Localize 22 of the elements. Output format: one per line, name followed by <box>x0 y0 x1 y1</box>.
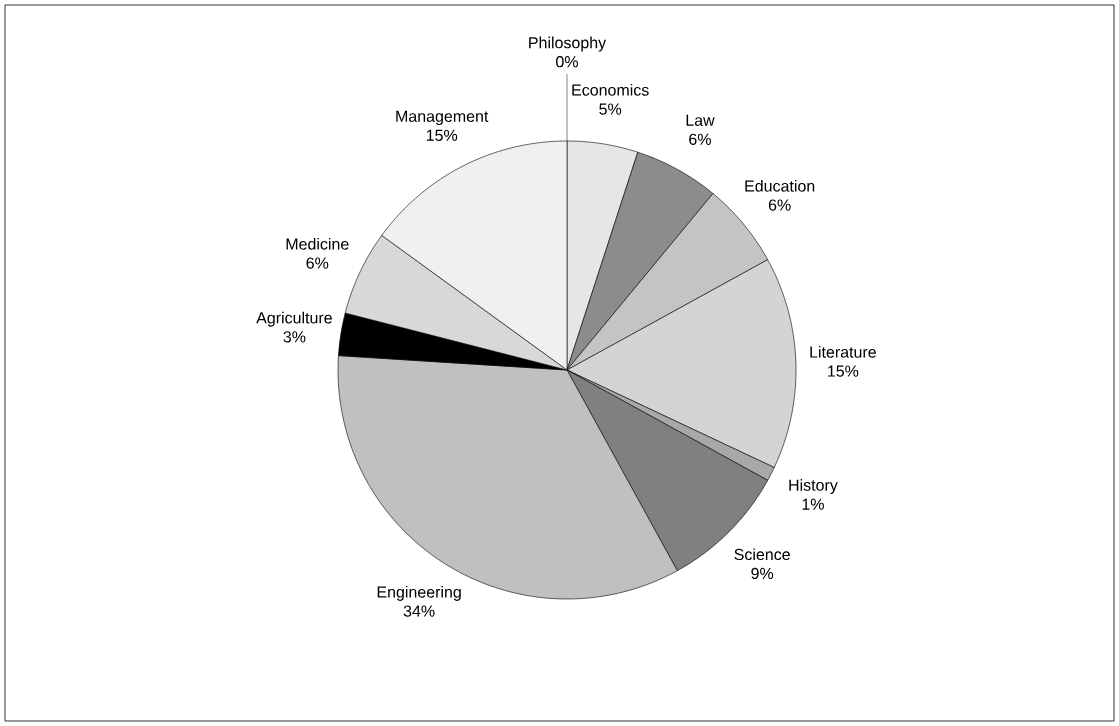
category-label: Philosophy <box>529 36 607 52</box>
data-label: 9% <box>751 567 774 580</box>
data-label: 15% <box>426 129 458 141</box>
slice-label: Economics <box>572 83 649 96</box>
data-label: 6% <box>768 199 791 211</box>
slice-label: History <box>789 479 838 494</box>
slice-label: Education <box>745 179 815 192</box>
data-label: 3% <box>283 331 306 343</box>
text: 0% <box>556 56 578 68</box>
slice-label: Literature <box>810 346 876 358</box>
data-label: 1% <box>802 498 824 510</box>
slice-label: Agriculture <box>256 311 332 327</box>
data-label: 6% <box>689 133 711 145</box>
data-label: 15% <box>828 365 859 377</box>
data-label: 5% <box>599 103 622 115</box>
slice-label: Medicine <box>286 237 349 250</box>
slice-label: Science <box>734 548 790 561</box>
data-label: 6% <box>306 257 329 269</box>
slice-label: Management <box>396 110 489 126</box>
slice-label: Engineering <box>377 585 461 601</box>
slice-label: Law <box>686 114 715 126</box>
data-label: 34% <box>403 605 435 617</box>
